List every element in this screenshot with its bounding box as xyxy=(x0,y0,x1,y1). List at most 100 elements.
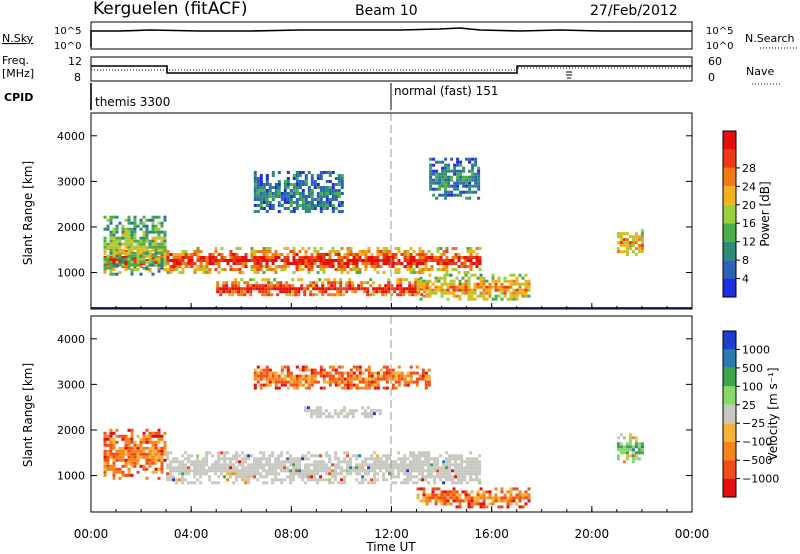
heatmap-cell xyxy=(327,284,331,288)
heatmap-cell xyxy=(304,174,308,177)
heatmap-cell xyxy=(106,266,110,270)
heatmap-cell xyxy=(462,181,466,185)
heatmap-cell xyxy=(424,469,428,473)
heatmap-cell xyxy=(139,272,143,276)
heatmap-cell xyxy=(283,183,287,186)
heatmap-cell xyxy=(357,284,361,288)
heatmap-cell xyxy=(637,445,641,449)
heatmap-cell xyxy=(103,458,107,462)
heatmap-cell xyxy=(295,377,299,381)
heatmap-cell xyxy=(509,285,513,289)
heatmap-cell xyxy=(268,256,272,259)
heatmap-cell xyxy=(462,184,466,188)
heatmap-cell xyxy=(456,178,460,182)
heatmap-cell xyxy=(446,496,450,500)
heatmap-cell xyxy=(619,451,623,455)
heatmap-cell xyxy=(307,368,311,372)
heatmap-cell xyxy=(157,446,161,450)
heatmap-cell xyxy=(485,496,489,500)
heatmap-cell xyxy=(477,181,481,185)
heatmap-cell xyxy=(232,457,236,461)
heatmap-cell xyxy=(342,287,346,291)
heatmap-cell xyxy=(325,478,329,482)
heatmap-cell xyxy=(304,177,308,180)
heatmap-cell xyxy=(476,493,480,497)
heatmap-cell xyxy=(443,490,447,494)
heatmap-cell xyxy=(292,174,296,177)
heatmap-cell xyxy=(304,195,308,198)
heatmap-cell xyxy=(318,290,322,294)
heatmap-cell xyxy=(280,365,284,369)
heatmap-cell xyxy=(316,478,320,482)
heatmap-cell xyxy=(456,175,460,179)
heatmap-cell xyxy=(435,169,439,173)
heatmap-cell xyxy=(304,250,308,253)
heatmap-cell xyxy=(298,268,302,271)
heatmap-cell xyxy=(249,278,253,282)
heatmap-cell xyxy=(231,284,235,288)
heatmap-cell xyxy=(458,294,462,298)
heatmap-cell xyxy=(364,383,368,387)
heatmap-cell xyxy=(354,287,358,291)
heatmap-cell xyxy=(169,475,173,479)
heatmap-cell xyxy=(301,368,305,372)
heatmap-cell xyxy=(400,466,404,470)
heatmap-cell xyxy=(412,256,416,259)
heatmap-cell xyxy=(521,505,525,509)
heatmap-cell xyxy=(217,262,221,265)
heatmap-cell xyxy=(217,253,221,256)
heatmap-cell xyxy=(358,454,362,458)
heatmap-cell xyxy=(154,230,158,234)
heatmap-cell xyxy=(103,236,107,240)
heatmap-cell xyxy=(121,464,125,468)
heatmap-cell xyxy=(340,262,344,265)
heatmap-cell xyxy=(346,383,350,387)
heatmap-cell xyxy=(619,232,623,236)
heatmap-cell xyxy=(328,265,332,268)
heatmap-cell xyxy=(247,478,251,482)
heatmap-cell xyxy=(364,380,368,384)
heatmap-cell xyxy=(285,284,289,288)
heatmap-cell xyxy=(265,201,269,204)
heatmap-cell xyxy=(277,466,281,470)
heatmap-cell xyxy=(367,469,371,473)
heatmap-cell xyxy=(467,288,471,292)
heatmap-cell xyxy=(446,273,450,277)
heatmap-cell xyxy=(271,171,275,174)
heatmap-cell xyxy=(458,505,462,509)
heatmap-cell xyxy=(397,262,401,265)
heatmap-cell xyxy=(428,291,432,295)
heatmap-cell xyxy=(448,463,452,467)
heatmap-cell xyxy=(360,287,364,291)
heatmap-cell xyxy=(421,253,425,256)
heatmap-cell xyxy=(229,250,233,253)
heatmap-cell xyxy=(453,169,457,173)
heatmap-cell xyxy=(130,434,134,438)
heatmap-cell xyxy=(232,463,236,467)
heatmap-cell xyxy=(337,177,341,180)
heatmap-cell xyxy=(244,475,248,479)
heatmap-cell xyxy=(358,469,362,473)
heatmap-cell xyxy=(316,380,320,384)
heatmap-cell xyxy=(444,169,448,173)
heatmap-cell xyxy=(139,452,143,456)
heatmap-cell xyxy=(400,481,404,485)
heatmap-cell xyxy=(415,475,419,479)
heatmap-cell xyxy=(418,454,422,458)
heatmap-cell xyxy=(421,268,425,271)
heatmap-cell xyxy=(310,198,314,201)
heatmap-cell xyxy=(468,157,472,161)
heatmap-cell xyxy=(358,463,362,467)
heatmap-cell xyxy=(448,469,452,473)
heatmap-cell xyxy=(424,463,428,467)
heatmap-cell xyxy=(500,499,504,503)
heatmap-cell xyxy=(319,256,323,259)
heatmap-cell xyxy=(415,460,419,464)
heatmap-cell xyxy=(151,248,155,252)
heatmap-cell xyxy=(256,265,260,268)
heatmap-cell xyxy=(331,198,335,201)
heatmap-cell xyxy=(411,287,415,291)
heatmap-cell xyxy=(133,443,137,447)
heatmap-cell xyxy=(333,284,337,288)
heatmap-cell xyxy=(160,449,164,453)
